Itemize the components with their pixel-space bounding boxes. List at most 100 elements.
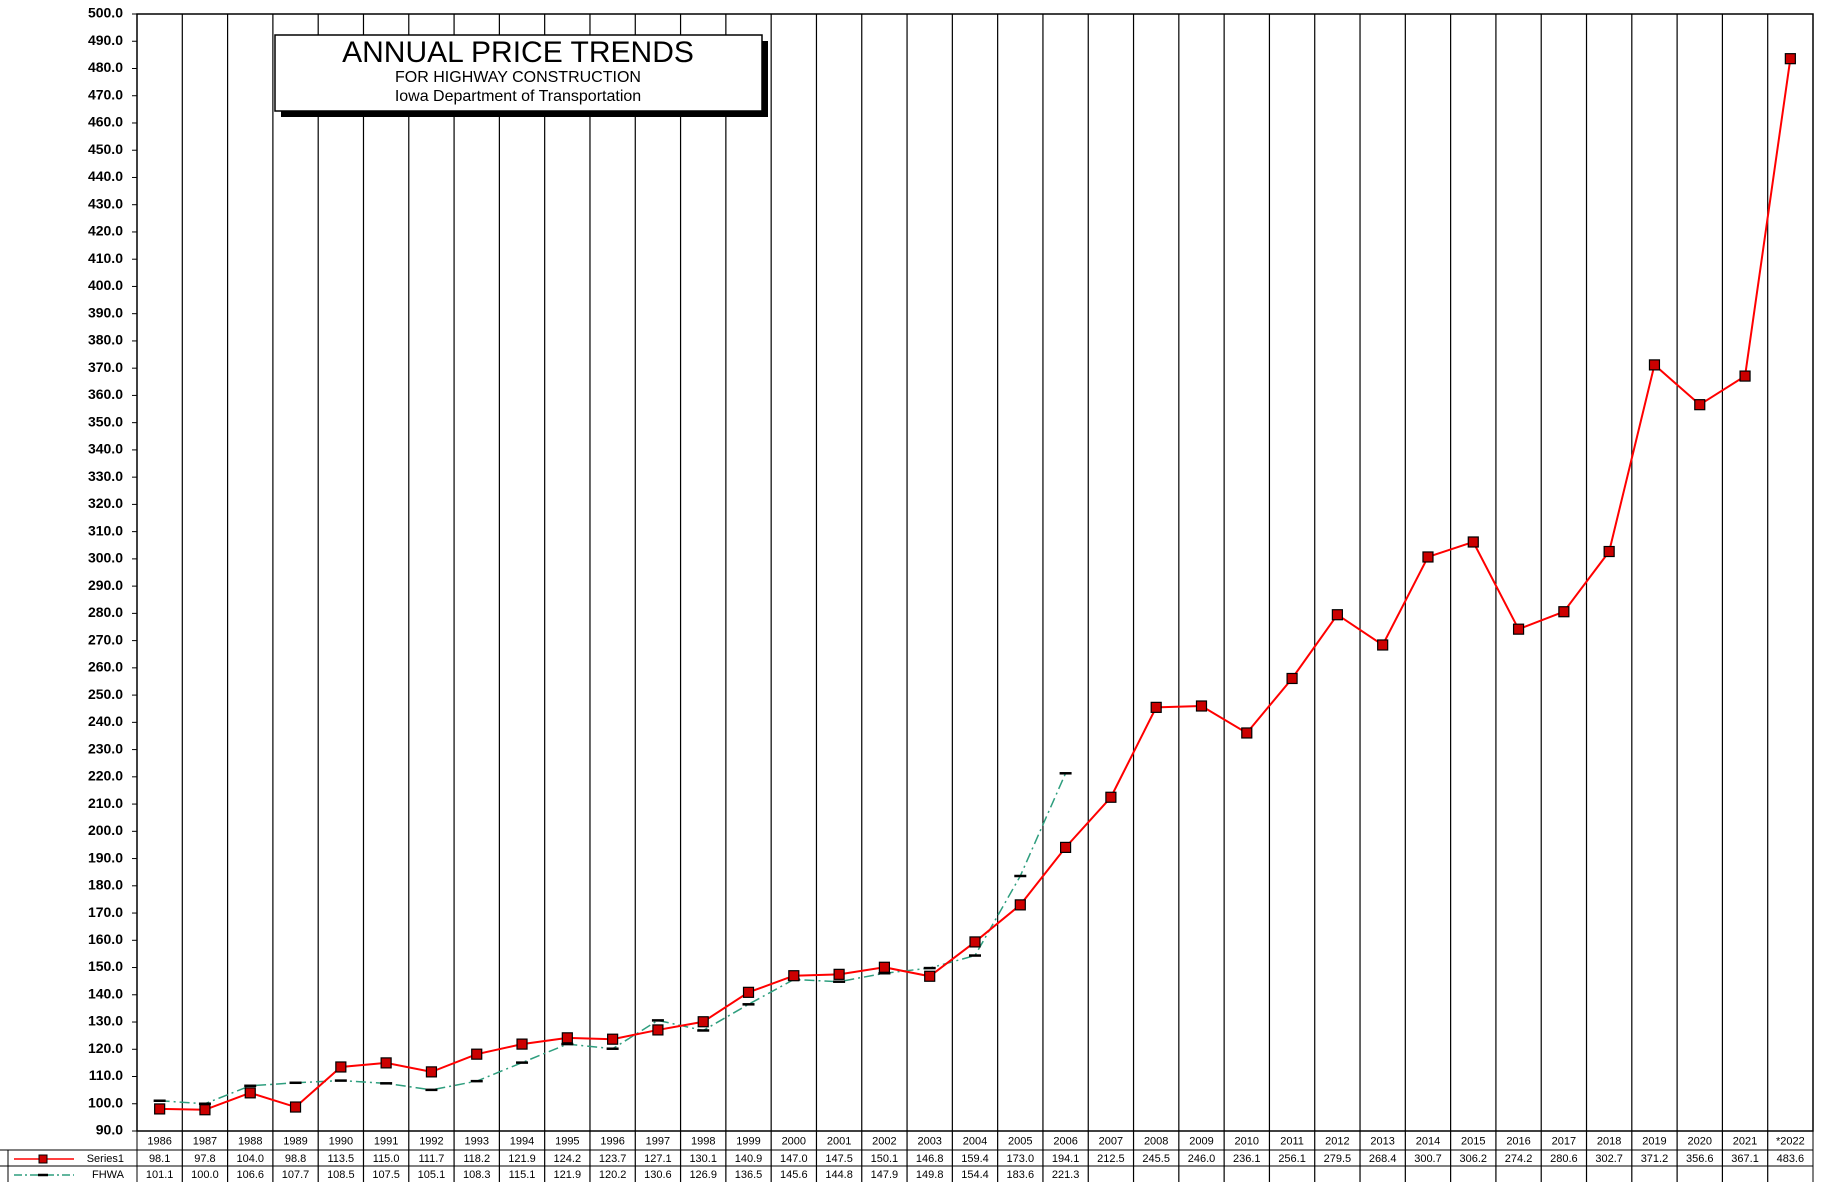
- x-tick-label: 2004: [963, 1135, 987, 1147]
- y-tick-label: 190.0: [88, 849, 123, 865]
- annotation: Iowa Department of Transportation: [395, 88, 641, 105]
- point: [833, 968, 845, 980]
- table-value: 268.4: [1369, 1153, 1397, 1165]
- x-tick-label: 1992: [419, 1135, 443, 1147]
- point: [289, 1101, 302, 1113]
- table-value: 150.1: [871, 1153, 899, 1165]
- table-value: 115.0: [373, 1153, 400, 1165]
- point: [1467, 536, 1479, 548]
- legend-marker: [38, 1154, 48, 1164]
- table-value: 483.6: [1777, 1153, 1805, 1165]
- x-tick-label: 1997: [646, 1135, 670, 1147]
- table-value: 126.9: [689, 1169, 717, 1181]
- y-tick-label: 360.0: [88, 386, 123, 402]
- y-tick-label: 440.0: [88, 168, 123, 184]
- point: [471, 1048, 483, 1060]
- point: [425, 1066, 438, 1078]
- title-box: [274, 34, 763, 112]
- point: [878, 961, 891, 973]
- table-value: 147.9: [871, 1169, 899, 1181]
- point: [788, 970, 800, 982]
- x-tick-label: 1990: [329, 1135, 353, 1147]
- x-tick-label: 1988: [238, 1135, 262, 1147]
- table-value: 105.1: [418, 1169, 446, 1181]
- y-tick-label: 450.0: [88, 141, 123, 157]
- table-value: 149.8: [916, 1169, 944, 1181]
- legend-label: FHWA: [92, 1169, 125, 1181]
- table-value: 183.6: [1007, 1169, 1035, 1181]
- y-tick-label: 380.0: [88, 332, 123, 348]
- table-value: 245.5: [1142, 1153, 1170, 1165]
- table-value: 144.8: [825, 1169, 853, 1181]
- y-tick-label: 410.0: [88, 250, 123, 266]
- y-tick-label: 200.0: [88, 822, 123, 838]
- table-value: 140.9: [735, 1153, 763, 1165]
- point: [1512, 623, 1525, 635]
- chart-subtitle: FOR HIGHWAY CONSTRUCTION: [395, 69, 641, 86]
- x-tick-label: 2003: [917, 1135, 941, 1147]
- x-tick-label: 1989: [283, 1135, 307, 1147]
- chart-title: ANNUAL PRICE TRENDS: [342, 36, 694, 69]
- table-value: 121.9: [554, 1169, 582, 1181]
- y-tick-label: 110.0: [89, 1067, 123, 1083]
- y-tick-label: 320.0: [88, 495, 123, 511]
- y-tick-label: 250.0: [88, 686, 123, 702]
- point: [1331, 609, 1343, 621]
- y-tick-label: 480.0: [88, 59, 123, 75]
- x-tick-label: 2000: [782, 1135, 806, 1147]
- x-tick-label: 2018: [1597, 1135, 1621, 1147]
- y-tick-label: 500.0: [88, 5, 123, 21]
- table-value: 108.3: [463, 1169, 491, 1181]
- table-value: 98.1: [149, 1153, 170, 1165]
- y-tick-label: 470.0: [88, 86, 123, 102]
- table-value: 136.5: [735, 1169, 763, 1181]
- table-value: 154.4: [961, 1169, 989, 1181]
- table-value: 280.6: [1550, 1153, 1578, 1165]
- point: [1105, 791, 1117, 803]
- point: [1195, 700, 1208, 712]
- table-value: 130.1: [689, 1153, 717, 1165]
- table-value: 356.6: [1686, 1153, 1714, 1165]
- table-value: 256.1: [1278, 1153, 1306, 1165]
- table-value: 123.7: [599, 1153, 627, 1165]
- table-value: 100.0: [191, 1169, 219, 1181]
- table-value: 147.0: [780, 1153, 808, 1165]
- table-value: 306.2: [1460, 1153, 1488, 1165]
- y-tick-label: 240.0: [88, 713, 123, 729]
- table-value: 107.5: [372, 1169, 400, 1181]
- x-tick-label: 2008: [1144, 1135, 1168, 1147]
- y-tick-label: 180.0: [88, 877, 123, 893]
- point: [1377, 639, 1389, 651]
- table-value: 159.4: [961, 1153, 989, 1165]
- x-tick-label: 2006: [1053, 1135, 1077, 1147]
- table-value: 173.0: [1007, 1153, 1035, 1165]
- table-value: 221.3: [1052, 1169, 1080, 1181]
- point: [154, 1103, 166, 1115]
- x-tick-label: 2001: [827, 1135, 851, 1147]
- x-tick-label: 1993: [464, 1135, 488, 1147]
- x-tick-label: 2012: [1325, 1135, 1349, 1147]
- y-tick-label: 210.0: [88, 795, 123, 811]
- x-tick-label: 2010: [1235, 1135, 1259, 1147]
- point: [516, 1038, 528, 1050]
- point: [1739, 370, 1751, 382]
- point: [742, 986, 755, 998]
- x-tick-label: 2014: [1416, 1135, 1440, 1147]
- table-value: 367.1: [1731, 1153, 1759, 1165]
- table-value: 279.5: [1324, 1153, 1352, 1165]
- point: [1150, 701, 1162, 713]
- y-tick-label: 300.0: [88, 550, 123, 566]
- point: [1014, 899, 1026, 911]
- y-tick-label: 490.0: [88, 32, 123, 48]
- y-tick-label: 120.0: [88, 1040, 123, 1056]
- table-value: 113.5: [327, 1153, 354, 1165]
- table-value: 194.1: [1052, 1153, 1080, 1165]
- table-value: 302.7: [1595, 1153, 1623, 1165]
- x-tick-label: 2009: [1189, 1135, 1213, 1147]
- y-tick-label: 420.0: [88, 223, 123, 239]
- y-tick-label: 310.0: [88, 522, 123, 538]
- table-value: 121.9: [508, 1153, 536, 1165]
- y-tick-label: 430.0: [88, 195, 123, 211]
- x-tick-label: 2015: [1461, 1135, 1485, 1147]
